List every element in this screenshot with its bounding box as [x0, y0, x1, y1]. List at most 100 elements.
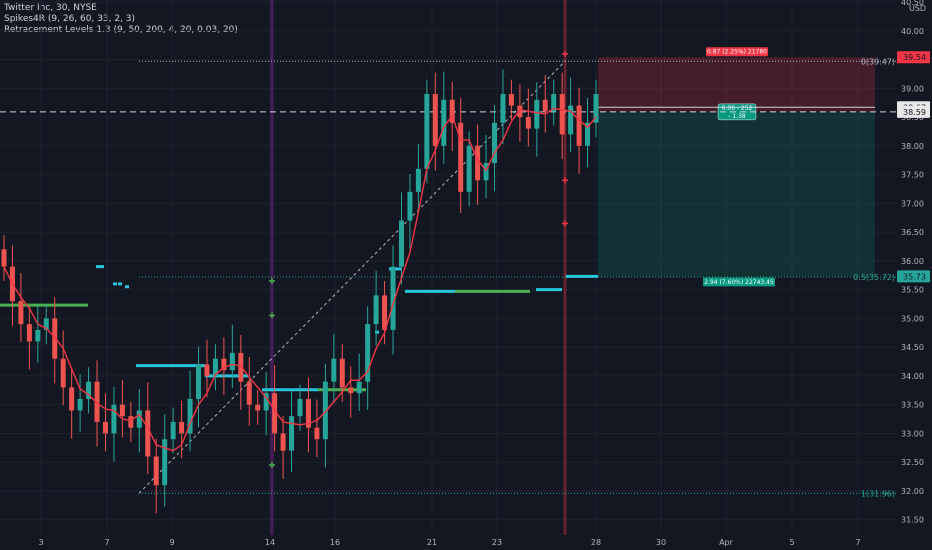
- x-tick-label: 7: [855, 538, 860, 547]
- candle-body: [136, 410, 142, 428]
- candle-body: [415, 168, 421, 192]
- candle-body: [289, 416, 295, 451]
- price-tag-label: 35.73: [903, 272, 926, 281]
- candle-body: [373, 295, 379, 325]
- stop-zone: [598, 57, 875, 112]
- target-label: 2.94 (7.60%) 22743.45: [704, 279, 774, 286]
- level-dot: [125, 285, 129, 289]
- entry-label-1: 0.06 - 252: [722, 105, 753, 112]
- candle-body: [593, 94, 599, 123]
- candle-body: [69, 387, 75, 411]
- candle-body: [382, 295, 388, 330]
- candle-body: [441, 99, 447, 146]
- candle-body: [500, 94, 506, 123]
- candle-body: [204, 364, 210, 376]
- candle-body: [153, 456, 159, 486]
- y-tick-label: 34.50: [901, 343, 924, 352]
- symbol-title[interactable]: Twitter Inc, 30, NYSE: [4, 3, 97, 13]
- y-tick-label: 40.50: [901, 0, 924, 7]
- candle-body: [356, 381, 362, 394]
- level-dot: [375, 330, 379, 334]
- target-zone: [598, 111, 875, 277]
- candle-body: [162, 439, 168, 486]
- x-tick-label: Apr: [719, 538, 734, 547]
- stop-label: 0.87 (2.25%) 21780: [707, 49, 767, 56]
- x-tick-label: 16: [330, 538, 340, 547]
- candle-body: [179, 421, 185, 434]
- candle-body: [145, 410, 151, 457]
- candle-body: [585, 122, 591, 146]
- y-tick-label: 35.50: [901, 286, 924, 295]
- x-tick-label: 7: [104, 538, 109, 547]
- candle-body: [102, 421, 108, 434]
- candle-body: [449, 99, 455, 123]
- candle-body: [35, 329, 41, 342]
- price-tag-label: 38.59: [903, 108, 926, 117]
- candle-body: [551, 94, 557, 112]
- candle-body: [576, 105, 582, 146]
- level-dot: [113, 282, 117, 286]
- x-tick-label: 3: [38, 538, 43, 547]
- candle-body: [314, 427, 320, 440]
- x-tick-label: 21: [427, 538, 437, 547]
- y-tick-label: 33.50: [901, 401, 924, 410]
- candle-body: [18, 301, 24, 325]
- candle-body: [297, 398, 303, 417]
- candle-body: [263, 393, 269, 411]
- candle-body: [43, 318, 49, 330]
- candle-body: [86, 381, 92, 399]
- y-tick-label: 36.00: [901, 257, 924, 266]
- candle-body: [111, 404, 117, 434]
- x-tick-label: 30: [656, 538, 666, 547]
- position-zones: 0.87 (2.25%) 21780 2.94 (7.60%) 22743.45 0…: [598, 47, 875, 287]
- candle-body: [128, 416, 134, 428]
- candle-body: [280, 433, 286, 451]
- indicator-retracement[interactable]: Retracement Levels 1.3 (9, 50, 200, 4, 2…: [4, 25, 238, 35]
- candle-body: [255, 404, 261, 411]
- candle-body: [77, 398, 83, 411]
- x-tick-label: 28: [591, 538, 601, 547]
- candle-body: [542, 99, 548, 112]
- entry-label-2: - 1.38: [728, 113, 746, 120]
- price-tag-label: 39.54: [903, 53, 926, 62]
- time-axis[interactable]: 3 7 9 14 16 21 23 28 30 Apr 5 7: [38, 538, 860, 547]
- candle-body: [525, 117, 531, 129]
- candle-body: [534, 99, 540, 129]
- level-dot: [96, 265, 100, 269]
- candle-body: [475, 145, 481, 181]
- candle-body: [60, 358, 66, 388]
- price-axis[interactable]: 31.50 32.00 32.50 33.00 33.50 34.00 34.50 35.00…: [901, 0, 926, 525]
- candle-body: [339, 358, 345, 388]
- candle-body: [365, 324, 371, 382]
- y-tick-label: 40.00: [901, 27, 924, 36]
- fib-label: 0(39.47): [861, 57, 895, 66]
- candle-body: [322, 381, 328, 440]
- y-tick-label: 37.50: [901, 171, 924, 180]
- candle-body: [119, 404, 125, 417]
- candle-body: [466, 145, 472, 192]
- candles: [1, 69, 599, 514]
- candle-body: [458, 122, 464, 192]
- indicator-spikes[interactable]: Spikes4R (9, 26, 60, 33, 2, 3): [4, 14, 136, 24]
- y-tick-label: 32.00: [901, 487, 924, 496]
- candle-body: [517, 105, 523, 118]
- candle-body: [432, 94, 438, 146]
- y-tick-label: 33.00: [901, 429, 924, 438]
- candle-body: [305, 398, 311, 428]
- fib-label: 1(31.96): [861, 489, 895, 498]
- session-markers: [270, 0, 567, 535]
- price-tag: [897, 270, 930, 283]
- candle-body: [26, 324, 32, 342]
- y-tick-label: 39.00: [901, 84, 924, 93]
- price-tag: [897, 51, 930, 64]
- level-dot: [398, 267, 402, 271]
- x-tick-label: 23: [492, 538, 502, 547]
- y-tick-label: 35.00: [901, 314, 924, 323]
- ma-line: [3, 107, 597, 452]
- grid: [0, 0, 897, 535]
- candle-body: [348, 387, 354, 394]
- candle-body: [272, 393, 278, 434]
- y-tick-label: 34.00: [901, 372, 924, 381]
